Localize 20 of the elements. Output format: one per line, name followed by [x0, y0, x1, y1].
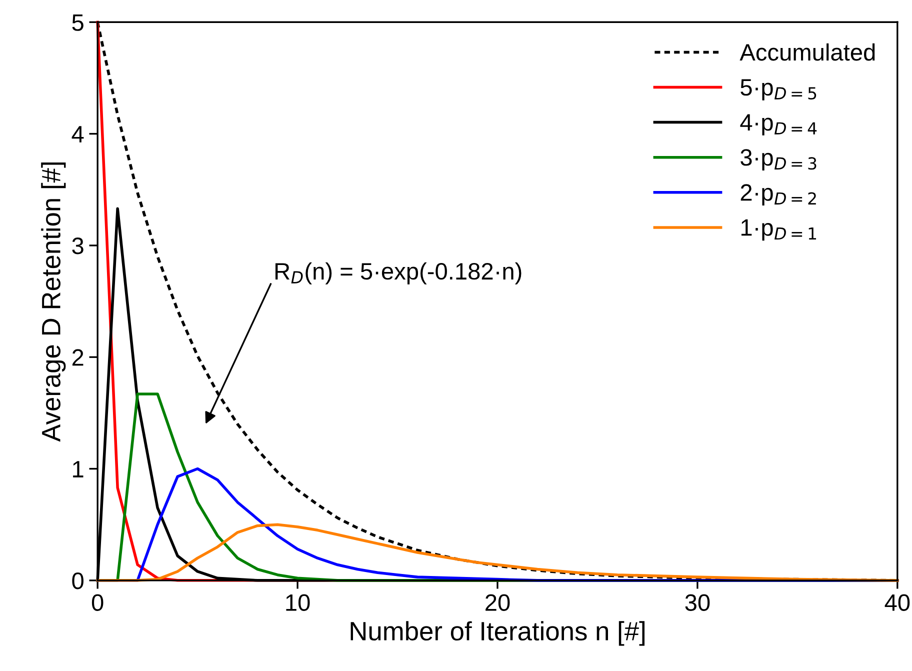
- legend-label: 4·p$_{D=4}$: [740, 114, 817, 136]
- x-tick-label: 40: [884, 594, 910, 611]
- legend-label: 5·p$_{D=5}$: [740, 79, 816, 100]
- y-axis-title: Average D Retention [#]: [41, 162, 66, 442]
- legend-label: 3·p$_{D=3}$: [740, 149, 816, 170]
- x-tick-label: 10: [286, 594, 310, 611]
- y-tick-label: 3: [72, 238, 84, 254]
- legend-label: 1·p$_{D=1}$: [741, 219, 816, 241]
- legend-label: 2·p$_{D=2}$: [740, 184, 816, 206]
- x-axis-title: Number of Iterations n [#]: [350, 621, 644, 646]
- y-tick-label: 5: [72, 14, 84, 31]
- y-tick-label: 1: [73, 461, 84, 478]
- x-tick-label: 30: [685, 594, 710, 611]
- y-tick-label: 2: [72, 349, 84, 366]
- y-tick-label: 0: [72, 572, 84, 590]
- annotation: R$_{D}$(n) = 5·exp(-0.182·n): [275, 262, 522, 284]
- legend-label: Accumulated: [740, 43, 875, 61]
- x-tick-label: 20: [486, 594, 510, 611]
- x-tick-label: 0: [92, 594, 104, 611]
- y-tick-label: 4: [72, 126, 84, 142]
